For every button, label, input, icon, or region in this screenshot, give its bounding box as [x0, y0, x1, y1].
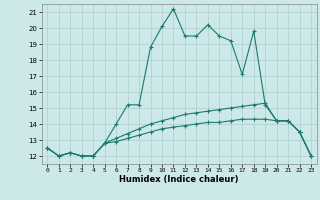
X-axis label: Humidex (Indice chaleur): Humidex (Indice chaleur): [119, 175, 239, 184]
